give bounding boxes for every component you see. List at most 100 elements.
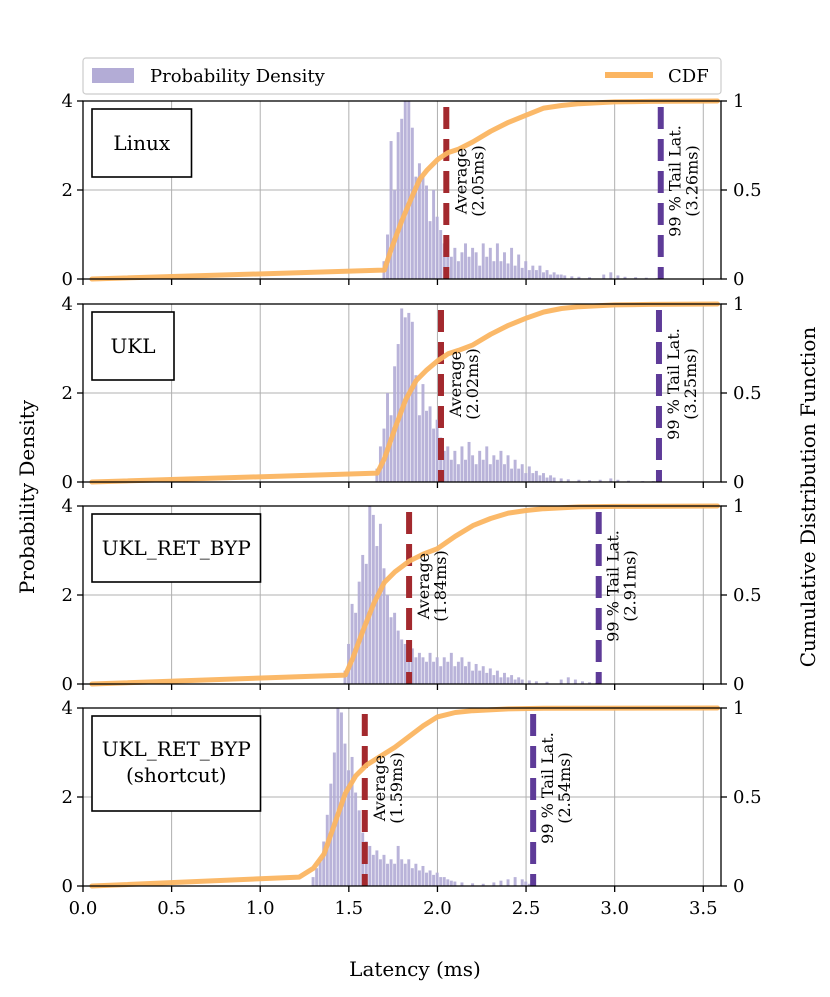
hist-bar xyxy=(375,850,379,886)
average-annotation: Average(1.59ms) xyxy=(370,752,406,824)
hist-bar xyxy=(442,243,446,279)
hist-bar xyxy=(513,877,517,886)
hist-bar xyxy=(435,657,439,684)
hist-bar xyxy=(527,883,531,886)
x-tick-label: 0.5 xyxy=(157,898,186,919)
legend-hist-label: Probability Density xyxy=(150,66,326,87)
y-tick-label-left: 2 xyxy=(62,383,73,404)
hist-bar xyxy=(442,657,446,684)
hist-bar xyxy=(449,652,453,684)
hist-bar xyxy=(545,681,549,684)
hist-bar xyxy=(410,321,414,482)
hist-bar xyxy=(495,670,499,684)
hist-bar xyxy=(520,879,524,886)
y-tick-label-right: 0 xyxy=(733,472,744,493)
hist-bar xyxy=(417,870,421,886)
y-tick-label-left: 4 xyxy=(62,496,73,517)
hist-bar xyxy=(446,446,450,482)
panel-label: UKL_RET_BYP xyxy=(102,536,251,560)
hist-bar xyxy=(393,612,397,684)
hist-bar xyxy=(566,479,570,482)
panel-label: UKL xyxy=(110,334,155,358)
hist-bar xyxy=(407,652,411,684)
x-tick-label: 3.5 xyxy=(689,898,718,919)
hist-bar xyxy=(403,101,407,279)
tail-latency-annotation-line: (2.54ms) xyxy=(555,752,574,824)
hist-bar xyxy=(382,854,386,886)
panel-label: UKL_RET_BYP xyxy=(102,737,251,761)
hist-bar xyxy=(471,883,475,886)
hist-bar xyxy=(318,859,322,886)
hist-bar xyxy=(481,243,485,279)
hist-bar xyxy=(417,415,421,482)
tail-latency-annotation: 99 % Tail Lat.(2.91ms) xyxy=(604,530,640,642)
hist-bar xyxy=(439,877,443,886)
hist-bar xyxy=(343,743,347,886)
hist-bar xyxy=(421,384,425,482)
panel-3: Average(1.84ms) 99 % Tail Lat.(2.91ms) 0 2 4… xyxy=(62,496,762,695)
hist-bar xyxy=(499,880,503,886)
y-tick-label-left: 4 xyxy=(62,91,73,112)
y-axis-label-right: Cumulative Distribution Function xyxy=(796,327,820,668)
hist-bar xyxy=(474,663,478,684)
hist-bar xyxy=(428,406,432,482)
hist-bar xyxy=(495,459,499,482)
hist-bar xyxy=(481,666,485,684)
hist-bar xyxy=(492,261,496,279)
hist-bar xyxy=(534,270,538,279)
hist-bar xyxy=(453,247,457,279)
y-tick-label-right: 0.5 xyxy=(733,585,762,606)
average-annotation-line: Average xyxy=(451,148,470,215)
hist-bar xyxy=(456,464,460,482)
y-tick-label-right: 1 xyxy=(733,91,744,112)
hist-bar xyxy=(616,479,620,482)
hist-bar xyxy=(644,277,648,279)
hist-bar xyxy=(492,455,496,482)
x-tick-label: 1.5 xyxy=(335,898,364,919)
hist-bar xyxy=(428,221,432,279)
hist-bar xyxy=(563,275,567,279)
hist-bar xyxy=(478,450,482,482)
hist-bar xyxy=(361,554,365,684)
average-annotation-line: (1.84ms) xyxy=(431,550,450,622)
hist-bar xyxy=(517,468,521,482)
y-tick-label-left: 2 xyxy=(62,787,73,808)
hist-bar xyxy=(382,568,386,684)
hist-bar xyxy=(456,261,460,279)
hist-bar xyxy=(378,523,382,684)
y-tick-label-right: 1 xyxy=(733,496,744,517)
hist-bar xyxy=(542,473,545,482)
hist-bar xyxy=(375,546,379,684)
hist-bar xyxy=(442,877,446,886)
hist-bar xyxy=(524,881,528,886)
average-annotation-line: (2.05ms) xyxy=(468,145,487,217)
hist-bar xyxy=(396,132,400,279)
hist-bar xyxy=(513,679,517,684)
hist-bar xyxy=(520,679,524,684)
hist-bar xyxy=(446,879,450,886)
y-tick-label-right: 0 xyxy=(733,269,744,290)
y-tick-label-left: 2 xyxy=(62,585,73,606)
hist-bar xyxy=(428,870,432,886)
hist-bar xyxy=(520,464,524,482)
hist-bar xyxy=(400,118,404,279)
tail-latency-annotation-line: 99 % Tail Lat. xyxy=(604,530,623,642)
legend-frame xyxy=(82,57,722,95)
hist-bar xyxy=(485,446,489,482)
panel-label: Linux xyxy=(113,131,170,155)
hist-bar xyxy=(435,872,439,886)
hist-bar xyxy=(449,459,453,482)
y-tick-label-left: 4 xyxy=(62,698,73,719)
cdf-line xyxy=(89,301,720,485)
hist-bar xyxy=(456,661,460,684)
hist-bar xyxy=(534,470,538,482)
hist-bar xyxy=(460,446,464,482)
hist-bar xyxy=(531,473,535,482)
hist-bar xyxy=(453,666,457,684)
tail-latency-annotation-line: 99 % Tail Lat. xyxy=(666,125,685,237)
hist-bar xyxy=(417,163,421,279)
hist-bar xyxy=(559,274,563,279)
hist-bar xyxy=(460,657,464,684)
hist-bar xyxy=(527,270,531,279)
legend-cdf-label: CDF xyxy=(668,66,709,87)
